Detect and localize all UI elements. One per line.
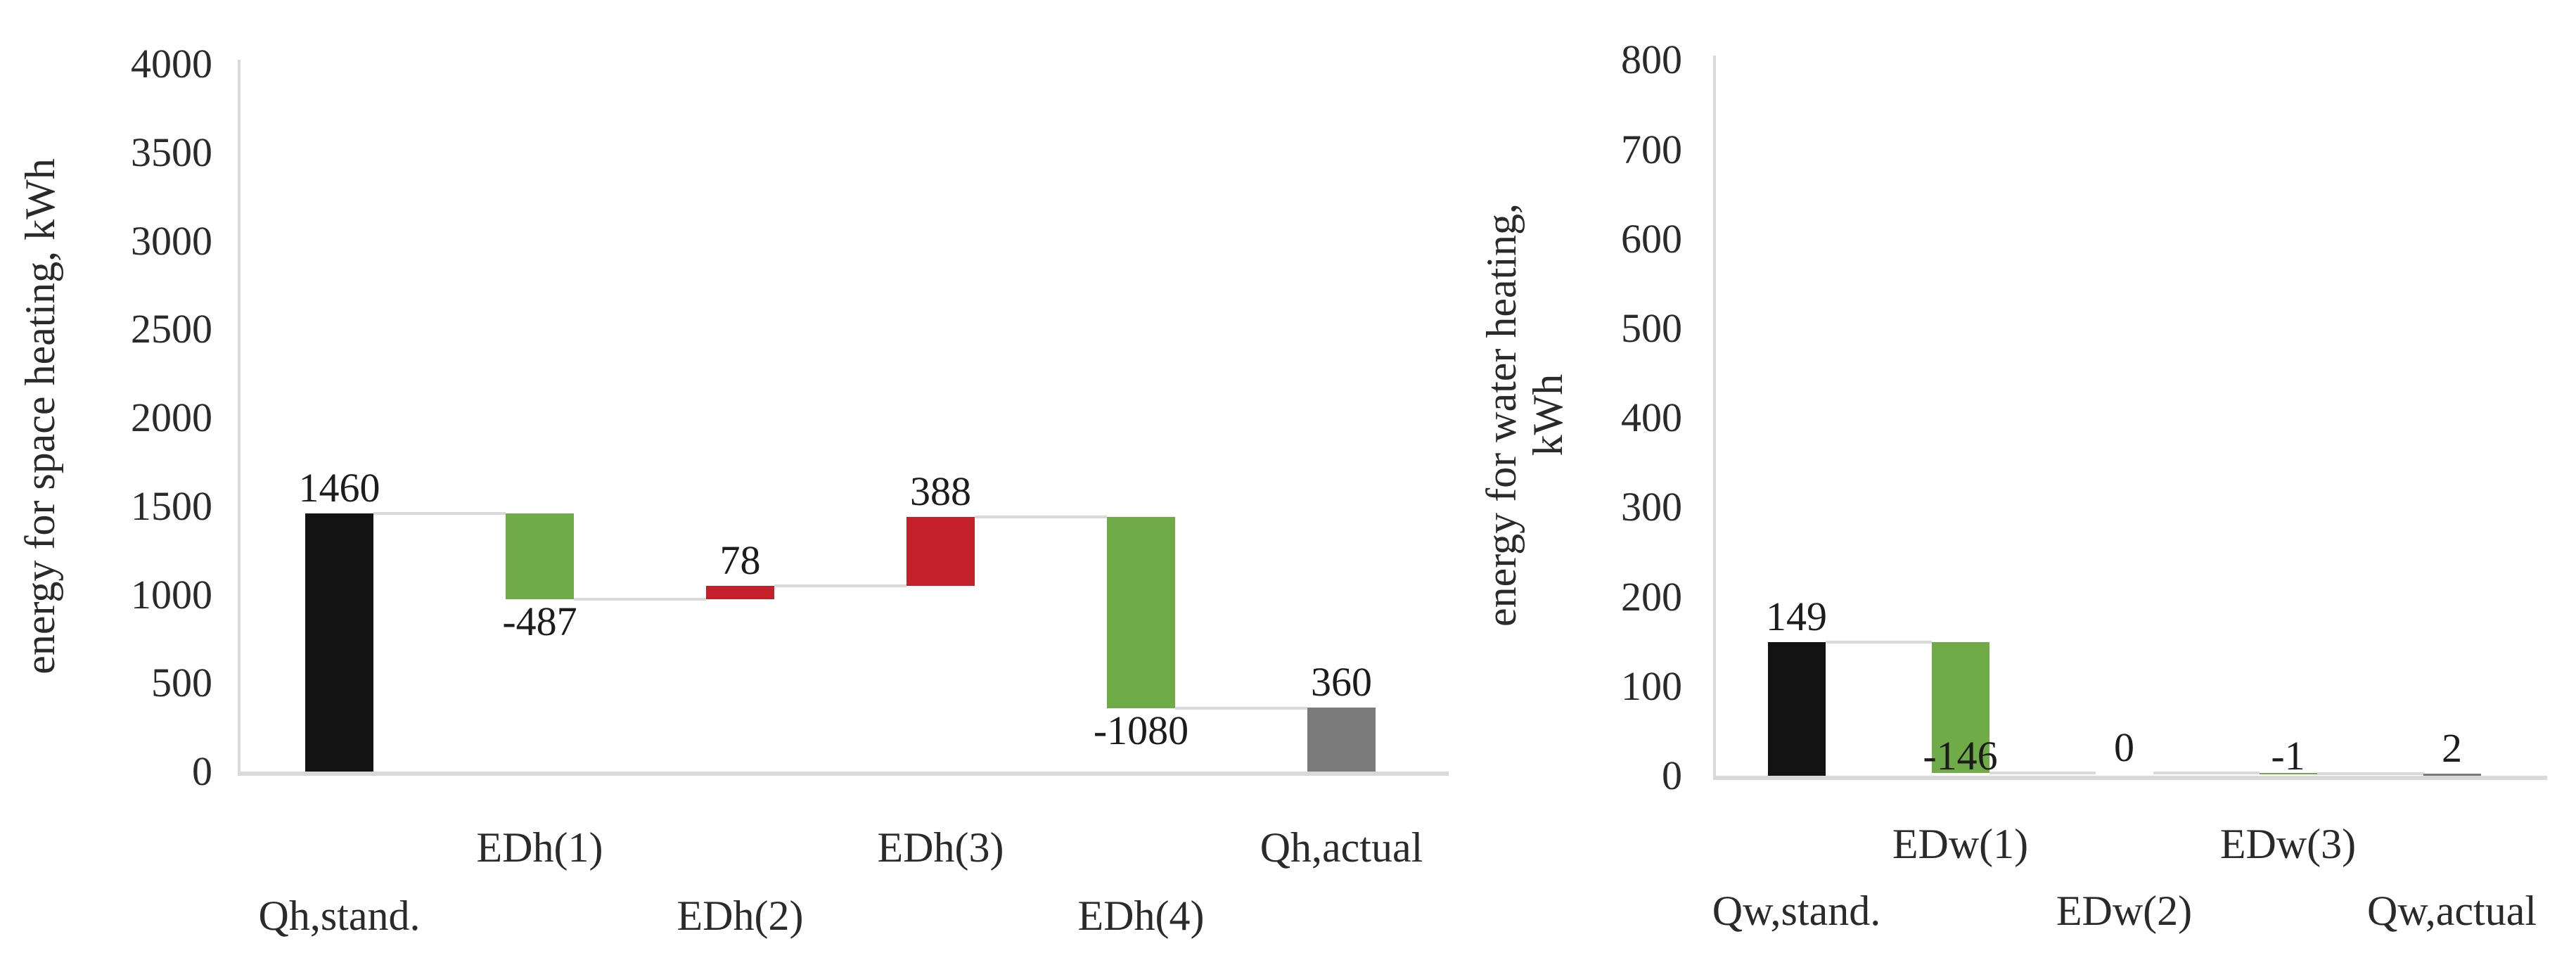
water-heating-y-tick-label: 500 xyxy=(1621,305,1682,351)
water-heating-connector xyxy=(1989,772,2096,775)
space-heating-category-label-EDh(3): EDh(3) xyxy=(877,824,1004,871)
space-heating-y-tick-label: 3000 xyxy=(131,217,212,264)
water-heating-y-tick-label: 800 xyxy=(1621,37,1682,83)
space-heating-y-tick-label: 0 xyxy=(192,748,212,794)
water-heating-connector xyxy=(2317,772,2423,776)
water-heating-category-label-Qw,actual: Qw,actual xyxy=(2367,888,2537,934)
space-heating-connector xyxy=(975,516,1107,519)
space-heating-y-tick-label: 4000 xyxy=(131,41,212,87)
water-heating-data-label-EDw(2): 0 xyxy=(2114,724,2134,771)
space-heating-connector xyxy=(574,598,706,601)
water-heating-data-label-EDw(3): -1 xyxy=(2271,733,2305,779)
space-heating-data-label-EDh(3): 388 xyxy=(910,468,971,515)
water-heating-category-label-EDw(2): EDw(2) xyxy=(2056,888,2193,934)
water-heating-category-label-EDw(1): EDw(1) xyxy=(1892,821,2029,867)
space-heating-connector xyxy=(1175,706,1307,710)
water-heating-y-tick-label: 700 xyxy=(1621,126,1682,172)
water-heating-bar-EDw(1) xyxy=(1931,642,1989,774)
space-heating-category-label-Qh,stand.: Qh,stand. xyxy=(258,893,421,939)
space-heating-x-axis-line xyxy=(238,772,1449,776)
space-heating-connector xyxy=(373,511,506,515)
space-heating-y-tick-label: 1500 xyxy=(131,482,212,529)
space-heating-bar-Qh,actual xyxy=(1307,708,1376,772)
water-heating-y-tick-label: 0 xyxy=(1662,753,1682,798)
water-heating-data-label-EDw(1): -146 xyxy=(1923,733,1998,779)
water-heating-connector xyxy=(2153,772,2260,775)
water-heating-data-label-Qw,stand.: 149 xyxy=(1766,594,1827,640)
space-heating-y-axis-line xyxy=(238,60,241,772)
space-heating-connector xyxy=(774,584,906,587)
water-heating-y-tick-label: 100 xyxy=(1621,663,1682,709)
space-heating-data-label-EDh(2): 78 xyxy=(719,537,761,583)
water-heating-connector xyxy=(1825,641,1932,644)
space-heating-category-label-Qh,actual: Qh,actual xyxy=(1260,824,1423,871)
space-heating-category-label-EDh(2): EDh(2) xyxy=(677,893,804,939)
water-heating-category-label-EDw(3): EDw(3) xyxy=(2219,821,2357,867)
water-heating-y-tick-label: 200 xyxy=(1621,573,1682,620)
water-heating-x-axis-line xyxy=(1713,776,2547,780)
space-heating-y-tick-label: 2500 xyxy=(131,306,212,352)
space-heating-category-label-EDh(1): EDh(1) xyxy=(476,824,603,871)
water-heating-category-label-Qw,stand.: Qw,stand. xyxy=(1712,888,1881,934)
space-heating-y-tick-label: 2000 xyxy=(131,395,212,440)
water-heating-y-tick-label: 300 xyxy=(1621,484,1682,530)
space-heating-data-label-Qh,stand.: 1460 xyxy=(298,464,380,511)
water-heating-y-tick-label: 400 xyxy=(1621,395,1682,441)
space-heating-bar-EDh(4) xyxy=(1107,517,1175,708)
water-heating-data-label-Qw,actual: 2 xyxy=(2442,725,2462,772)
water-heating-y-axis-line xyxy=(1713,56,1716,776)
water-heating-bar-Qw,stand. xyxy=(1767,642,1826,776)
space-heating-bar-EDh(1) xyxy=(506,513,574,600)
space-heating-bar-EDh(3) xyxy=(906,517,975,586)
space-heating-data-label-EDh(4): -1080 xyxy=(1093,707,1189,753)
space-heating-data-label-EDh(1): -487 xyxy=(502,599,577,645)
space-heating-bar-Qh,stand. xyxy=(305,513,373,772)
space-heating-data-label-Qh,actual: 360 xyxy=(1311,659,1372,705)
space-heating-y-tick-label: 1000 xyxy=(131,571,212,618)
water-heating-bar-Qw,actual xyxy=(2423,774,2481,776)
water-heating-bar-EDw(3) xyxy=(2259,773,2317,775)
space-heating-category-label-EDh(4): EDh(4) xyxy=(1077,893,1205,939)
space-heating-bar-EDh(2) xyxy=(706,585,774,600)
space-heating-y-tick-label: 500 xyxy=(151,660,212,706)
water-heating-y-tick-label: 600 xyxy=(1621,215,1682,262)
space-heating-y-tick-label: 3500 xyxy=(131,129,212,175)
